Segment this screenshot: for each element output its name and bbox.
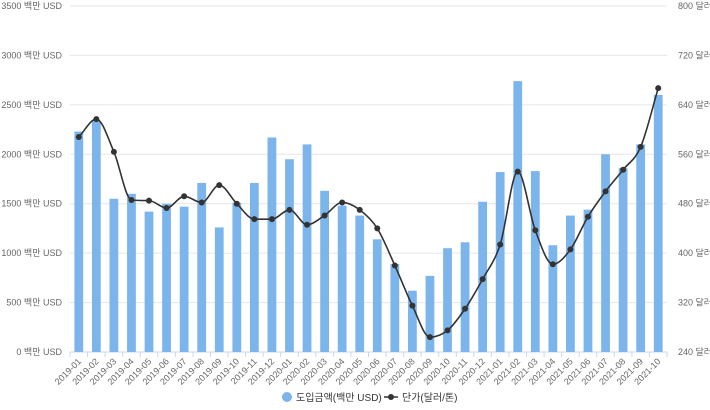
price-point[interactable]	[620, 166, 627, 173]
price-point[interactable]	[163, 205, 170, 212]
bar[interactable]	[232, 202, 242, 352]
gridlines	[70, 5, 667, 353]
bar[interactable]	[372, 239, 382, 352]
price-point[interactable]	[584, 213, 591, 220]
left-tick-label: 3500 백만 USD	[1, 1, 62, 11]
legend-line-label: 단가(달러/톤)	[402, 392, 457, 404]
price-point[interactable]	[514, 168, 521, 175]
price-point[interactable]	[637, 143, 644, 150]
bar[interactable]	[618, 168, 628, 352]
bar[interactable]	[636, 144, 646, 352]
legend-bar-label: 도입금액(백만 USD)	[296, 391, 382, 404]
price-point[interactable]	[532, 227, 539, 234]
right-tick-label: 560 달러	[678, 148, 710, 159]
bar[interactable]	[179, 206, 189, 352]
left-tick-label: 1000 백만 USD	[1, 248, 62, 258]
left-tick-label: 3000 백만 USD	[1, 50, 62, 60]
price-point[interactable]	[251, 216, 258, 223]
price-point[interactable]	[216, 182, 223, 189]
left-tick-label: 500 백만 USD	[6, 298, 62, 308]
left-tick-label: 0 백만 USD	[16, 347, 62, 357]
price-point[interactable]	[356, 206, 363, 213]
legend-line-marker	[388, 394, 394, 400]
right-tick-label: 480 달러	[678, 198, 710, 209]
price-point[interactable]	[93, 116, 100, 123]
bar[interactable]	[548, 245, 558, 352]
right-tick-label: 240 달러	[678, 346, 710, 357]
bar[interactable]	[566, 215, 575, 352]
bar[interactable]	[267, 137, 277, 352]
price-point[interactable]	[146, 197, 153, 204]
bar[interactable]	[320, 190, 329, 352]
line-series	[75, 85, 662, 341]
bar[interactable]	[390, 264, 400, 352]
bar[interactable]	[583, 209, 593, 352]
bar[interactable]	[408, 290, 417, 352]
price-point[interactable]	[549, 261, 556, 268]
price-point[interactable]	[391, 262, 398, 269]
price-line	[78, 87, 659, 338]
price-point[interactable]	[409, 302, 416, 309]
right-tick-label: 400 달러	[678, 247, 710, 258]
legend-item-line[interactable]: 단가(달러/톤)	[384, 392, 457, 404]
price-point[interactable]	[128, 197, 135, 204]
bar[interactable]	[513, 81, 523, 352]
legend[interactable]: 도입금액(백만 USD) 단가(달러/톤)	[282, 391, 457, 404]
bar[interactable]	[91, 120, 101, 352]
legend-bar-marker	[282, 392, 292, 402]
price-point[interactable]	[497, 241, 504, 248]
bar[interactable]	[530, 171, 540, 352]
bar[interactable]	[249, 182, 259, 352]
price-point[interactable]	[304, 221, 311, 228]
bar[interactable]	[302, 144, 312, 352]
price-point[interactable]	[198, 199, 205, 206]
bar[interactable]	[653, 94, 663, 352]
bar[interactable]	[109, 198, 119, 352]
left-tick-label: 1500 백만 USD	[1, 199, 62, 209]
bar-series	[74, 81, 663, 352]
bar[interactable]	[214, 227, 224, 352]
price-point[interactable]	[462, 305, 469, 312]
bar[interactable]	[443, 248, 452, 352]
right-tick-label: 320 달러	[678, 297, 710, 308]
price-point[interactable]	[75, 133, 82, 140]
price-point[interactable]	[479, 276, 486, 283]
right-tick-label: 800 달러	[678, 0, 710, 11]
bar[interactable]	[285, 159, 294, 352]
price-point[interactable]	[233, 200, 240, 207]
price-point[interactable]	[110, 148, 117, 155]
bar[interactable]	[355, 215, 365, 352]
bar[interactable]	[162, 203, 171, 352]
price-point[interactable]	[181, 193, 188, 200]
left-y-axis: 0 백만 USD 500 백만 USD 1000 백만 USD 1500 백만 USD…	[1, 1, 62, 357]
x-axis: 2019-012019-022019-032019-042019-052019-…	[53, 352, 668, 387]
price-point[interactable]	[339, 199, 346, 206]
legend-item-bars[interactable]: 도입금액(백만 USD)	[282, 391, 382, 404]
bar[interactable]	[601, 154, 610, 352]
price-point[interactable]	[426, 334, 433, 341]
bar[interactable]	[337, 205, 347, 352]
right-tick-label: 720 달러	[678, 49, 710, 60]
left-tick-label: 2000 백만 USD	[1, 149, 62, 159]
price-point[interactable]	[444, 327, 451, 334]
bar[interactable]	[495, 172, 505, 352]
bar[interactable]	[127, 193, 136, 352]
bar[interactable]	[425, 275, 435, 352]
bar[interactable]	[197, 182, 207, 352]
price-point[interactable]	[268, 216, 275, 223]
bar[interactable]	[74, 131, 84, 352]
price-point[interactable]	[374, 225, 381, 232]
price-point[interactable]	[286, 206, 293, 213]
bar[interactable]	[460, 242, 470, 352]
left-tick-label: 2500 백만 USD	[1, 100, 62, 110]
price-point[interactable]	[655, 85, 662, 92]
price-point[interactable]	[321, 212, 328, 219]
price-point[interactable]	[602, 188, 609, 195]
price-point[interactable]	[567, 246, 574, 253]
right-tick-label: 640 달러	[678, 99, 710, 110]
bar[interactable]	[144, 211, 154, 352]
right-y-axis: 240 달러 320 달러 400 달러 480 달러 560 달러 640 달러 720 …	[678, 0, 710, 357]
